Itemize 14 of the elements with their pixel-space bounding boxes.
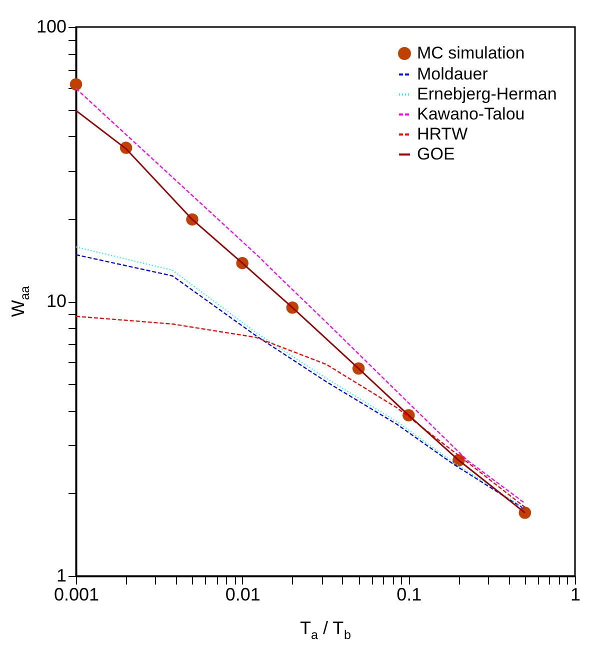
y-tick-label: 100 (36, 16, 66, 36)
legend-label: GOE (417, 144, 455, 164)
y-axis-title: Waa (8, 286, 32, 317)
y-tick-label: 10 (46, 291, 66, 311)
legend-label: Moldauer (417, 64, 488, 84)
x-tick-label: 1 (570, 584, 581, 604)
legend-label: MC simulation (417, 44, 525, 62)
x-tick-label: 0.1 (396, 584, 422, 604)
legend-label: Kawano-Talou (417, 104, 525, 124)
y-tick-label: 1 (56, 566, 66, 586)
x-tick-label: 0.001 (54, 584, 100, 604)
x-tick-label: 0.01 (225, 584, 260, 604)
legend-label: Ernebjerg-Herman (417, 84, 557, 104)
legend-label: HRTW (417, 124, 468, 144)
